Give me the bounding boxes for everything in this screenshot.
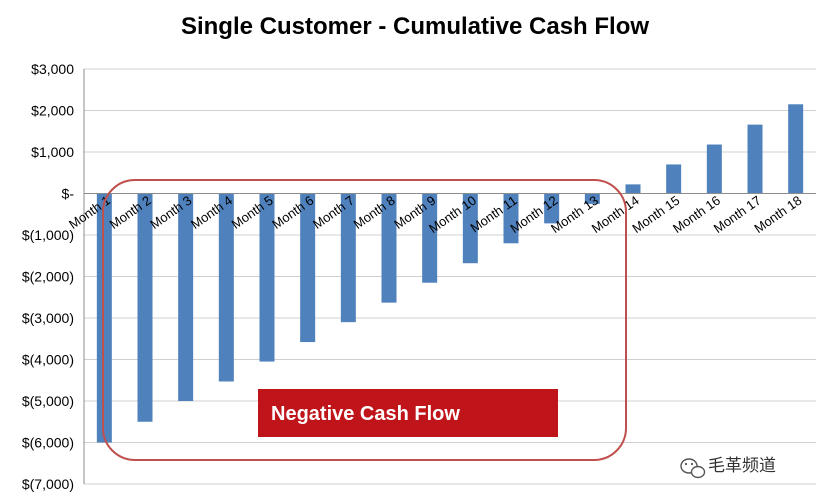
bar (178, 193, 194, 401)
y-tick-label: $- (62, 186, 75, 202)
watermark-text: 毛革频道 (708, 456, 776, 476)
bar (259, 193, 275, 362)
bar (544, 193, 560, 224)
y-tick-label: $3,000 (31, 61, 74, 77)
bar (788, 104, 804, 194)
bar (503, 193, 519, 244)
bars (96, 104, 804, 443)
bar (218, 193, 234, 382)
chart-title: Single Customer - Cumulative Cash Flow (181, 13, 649, 40)
y-tick-label: $(5,000) (22, 393, 74, 409)
bar (300, 193, 316, 343)
negative-cash-flow-callout (258, 389, 558, 437)
bar (381, 193, 397, 303)
bar (747, 124, 763, 194)
y-tick-label: $(4,000) (22, 352, 74, 368)
bar (625, 184, 641, 194)
y-tick-label: $(1,000) (22, 227, 74, 243)
bar (584, 193, 600, 204)
y-tick-label: $(7,000) (22, 476, 74, 492)
wechat-icon (680, 458, 706, 479)
bar (137, 193, 153, 422)
bar (422, 193, 438, 283)
bar (706, 144, 722, 194)
y-tick-label: $(6,000) (22, 435, 74, 451)
bar (666, 164, 682, 194)
y-tick-label: $(2,000) (22, 269, 74, 285)
y-tick-label: $2,000 (31, 103, 74, 119)
y-axis-ticks: $3,000 $2,000 $1,000 $- $(1,000) $(2,000) $(3,… (22, 61, 74, 492)
y-tick-label: $1,000 (31, 144, 74, 160)
bar (462, 193, 478, 264)
negative-cash-flow-label: Negative Cash Flow (271, 403, 460, 425)
bar (340, 193, 356, 323)
y-tick-label: $(3,000) (22, 310, 74, 326)
bar (96, 193, 112, 443)
negative-region-outline (102, 179, 627, 461)
watermark: 毛革频道 (680, 456, 776, 479)
